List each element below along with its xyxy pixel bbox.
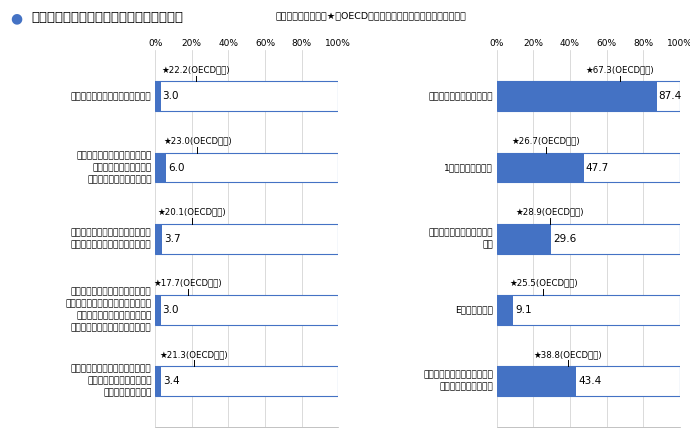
Bar xyxy=(497,224,680,254)
Text: コンピュータを使って宿題をする: コンピュータを使って宿題をする xyxy=(71,92,152,101)
Text: 3.0: 3.0 xyxy=(163,305,179,315)
Bar xyxy=(155,224,338,254)
Text: （青色帯は日本の、★はOECD平均の「毎日」「ほぼ毎日」の合計）: （青色帯は日本の、★はOECD平均の「毎日」「ほぼ毎日」の合計） xyxy=(276,11,467,20)
Bar xyxy=(155,366,161,396)
Text: ★22.2(OECD平均): ★22.2(OECD平均) xyxy=(161,65,230,74)
Bar xyxy=(497,82,657,111)
Text: 29.6: 29.6 xyxy=(553,234,576,244)
Text: ★28.9(OECD平均): ★28.9(OECD平均) xyxy=(515,208,584,217)
Bar xyxy=(497,366,680,396)
Text: 多人数オンラインゲームで
遊ぶ: 多人数オンラインゲームで 遊ぶ xyxy=(428,228,493,249)
Text: ネット上でチャットをする: ネット上でチャットをする xyxy=(428,92,493,101)
Bar xyxy=(497,366,576,396)
Bar xyxy=(155,153,338,183)
Text: Eメールを使う: Eメールを使う xyxy=(455,305,493,314)
Text: 学校の勉強のために、インター
ネット上のサイトを見る
（例：作文や発表の準備）: 学校の勉強のために、インター ネット上のサイトを見る （例：作文や発表の準備） xyxy=(77,151,152,184)
Bar xyxy=(497,153,584,183)
Text: 関連資料を見つけるために、授業
の後にインターネットを閲覧する: 関連資料を見つけるために、授業 の後にインターネットを閲覧する xyxy=(71,228,152,249)
Text: ★21.3(OECD平均): ★21.3(OECD平均) xyxy=(160,350,228,359)
Text: 3.7: 3.7 xyxy=(164,234,181,244)
Text: ★20.1(OECD平均): ★20.1(OECD平均) xyxy=(158,208,226,217)
Text: ★23.0(OECD平均): ★23.0(OECD平均) xyxy=(163,136,232,146)
Text: 6.0: 6.0 xyxy=(168,163,184,173)
Bar xyxy=(497,295,680,325)
Bar xyxy=(155,153,166,183)
Bar xyxy=(155,295,338,325)
Text: ★17.7(OECD平均): ★17.7(OECD平均) xyxy=(153,279,222,288)
Text: 学校外での平日のデジタル機器の利用状況: 学校外での平日のデジタル機器の利用状況 xyxy=(31,11,183,24)
Text: 87.4: 87.4 xyxy=(658,92,682,102)
Text: 3.4: 3.4 xyxy=(164,376,180,386)
Text: ★25.5(OECD平均): ★25.5(OECD平均) xyxy=(509,279,578,288)
Text: 43.4: 43.4 xyxy=(578,376,601,386)
Text: 学校のウェブサイトから資料をダ
ウンロードしたり、アップロードし
たり、ブラウザを使ったりする
（例：時間割や授業で使う教材）: 学校のウェブサイトから資料をダ ウンロードしたり、アップロードし たり、ブラウザ… xyxy=(66,288,152,332)
Text: ★38.8(OECD平均): ★38.8(OECD平均) xyxy=(533,350,602,359)
Bar xyxy=(497,82,680,111)
Text: ●: ● xyxy=(10,11,23,25)
Bar xyxy=(155,82,161,111)
Text: 3.0: 3.0 xyxy=(163,92,179,102)
Text: ★26.7(OECD平均): ★26.7(OECD平均) xyxy=(511,136,580,146)
Text: インターネットでニュースを
読む（例：時事問題）: インターネットでニュースを 読む（例：時事問題） xyxy=(423,371,493,392)
Bar xyxy=(155,82,338,111)
Bar xyxy=(155,224,162,254)
Text: ★67.3(OECD平均): ★67.3(OECD平均) xyxy=(586,65,654,74)
Text: 校内のウェブサイトを見て、学校
からのお知らせを確認する
（例：先生の欠席）: 校内のウェブサイトを見て、学校 からのお知らせを確認する （例：先生の欠席） xyxy=(71,365,152,397)
Bar xyxy=(155,295,161,325)
Bar xyxy=(155,366,338,396)
Text: 47.7: 47.7 xyxy=(586,163,609,173)
Bar xyxy=(497,153,680,183)
Text: 9.1: 9.1 xyxy=(515,305,532,315)
Text: 1人用ゲームで遊ぶ: 1人用ゲームで遊ぶ xyxy=(444,163,493,172)
Bar xyxy=(497,295,513,325)
Bar xyxy=(497,224,551,254)
